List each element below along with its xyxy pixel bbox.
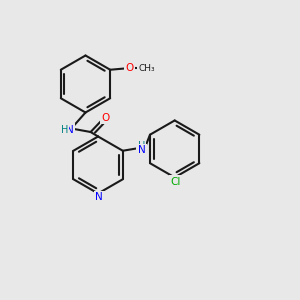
Text: CH₃: CH₃	[139, 64, 155, 73]
Text: O: O	[101, 113, 109, 123]
Text: N: N	[137, 145, 145, 155]
Text: Cl: Cl	[170, 177, 181, 187]
Text: N: N	[66, 124, 74, 135]
Text: N: N	[95, 192, 103, 202]
Text: H: H	[61, 125, 68, 135]
Text: O: O	[126, 63, 134, 73]
Text: H: H	[138, 141, 145, 151]
